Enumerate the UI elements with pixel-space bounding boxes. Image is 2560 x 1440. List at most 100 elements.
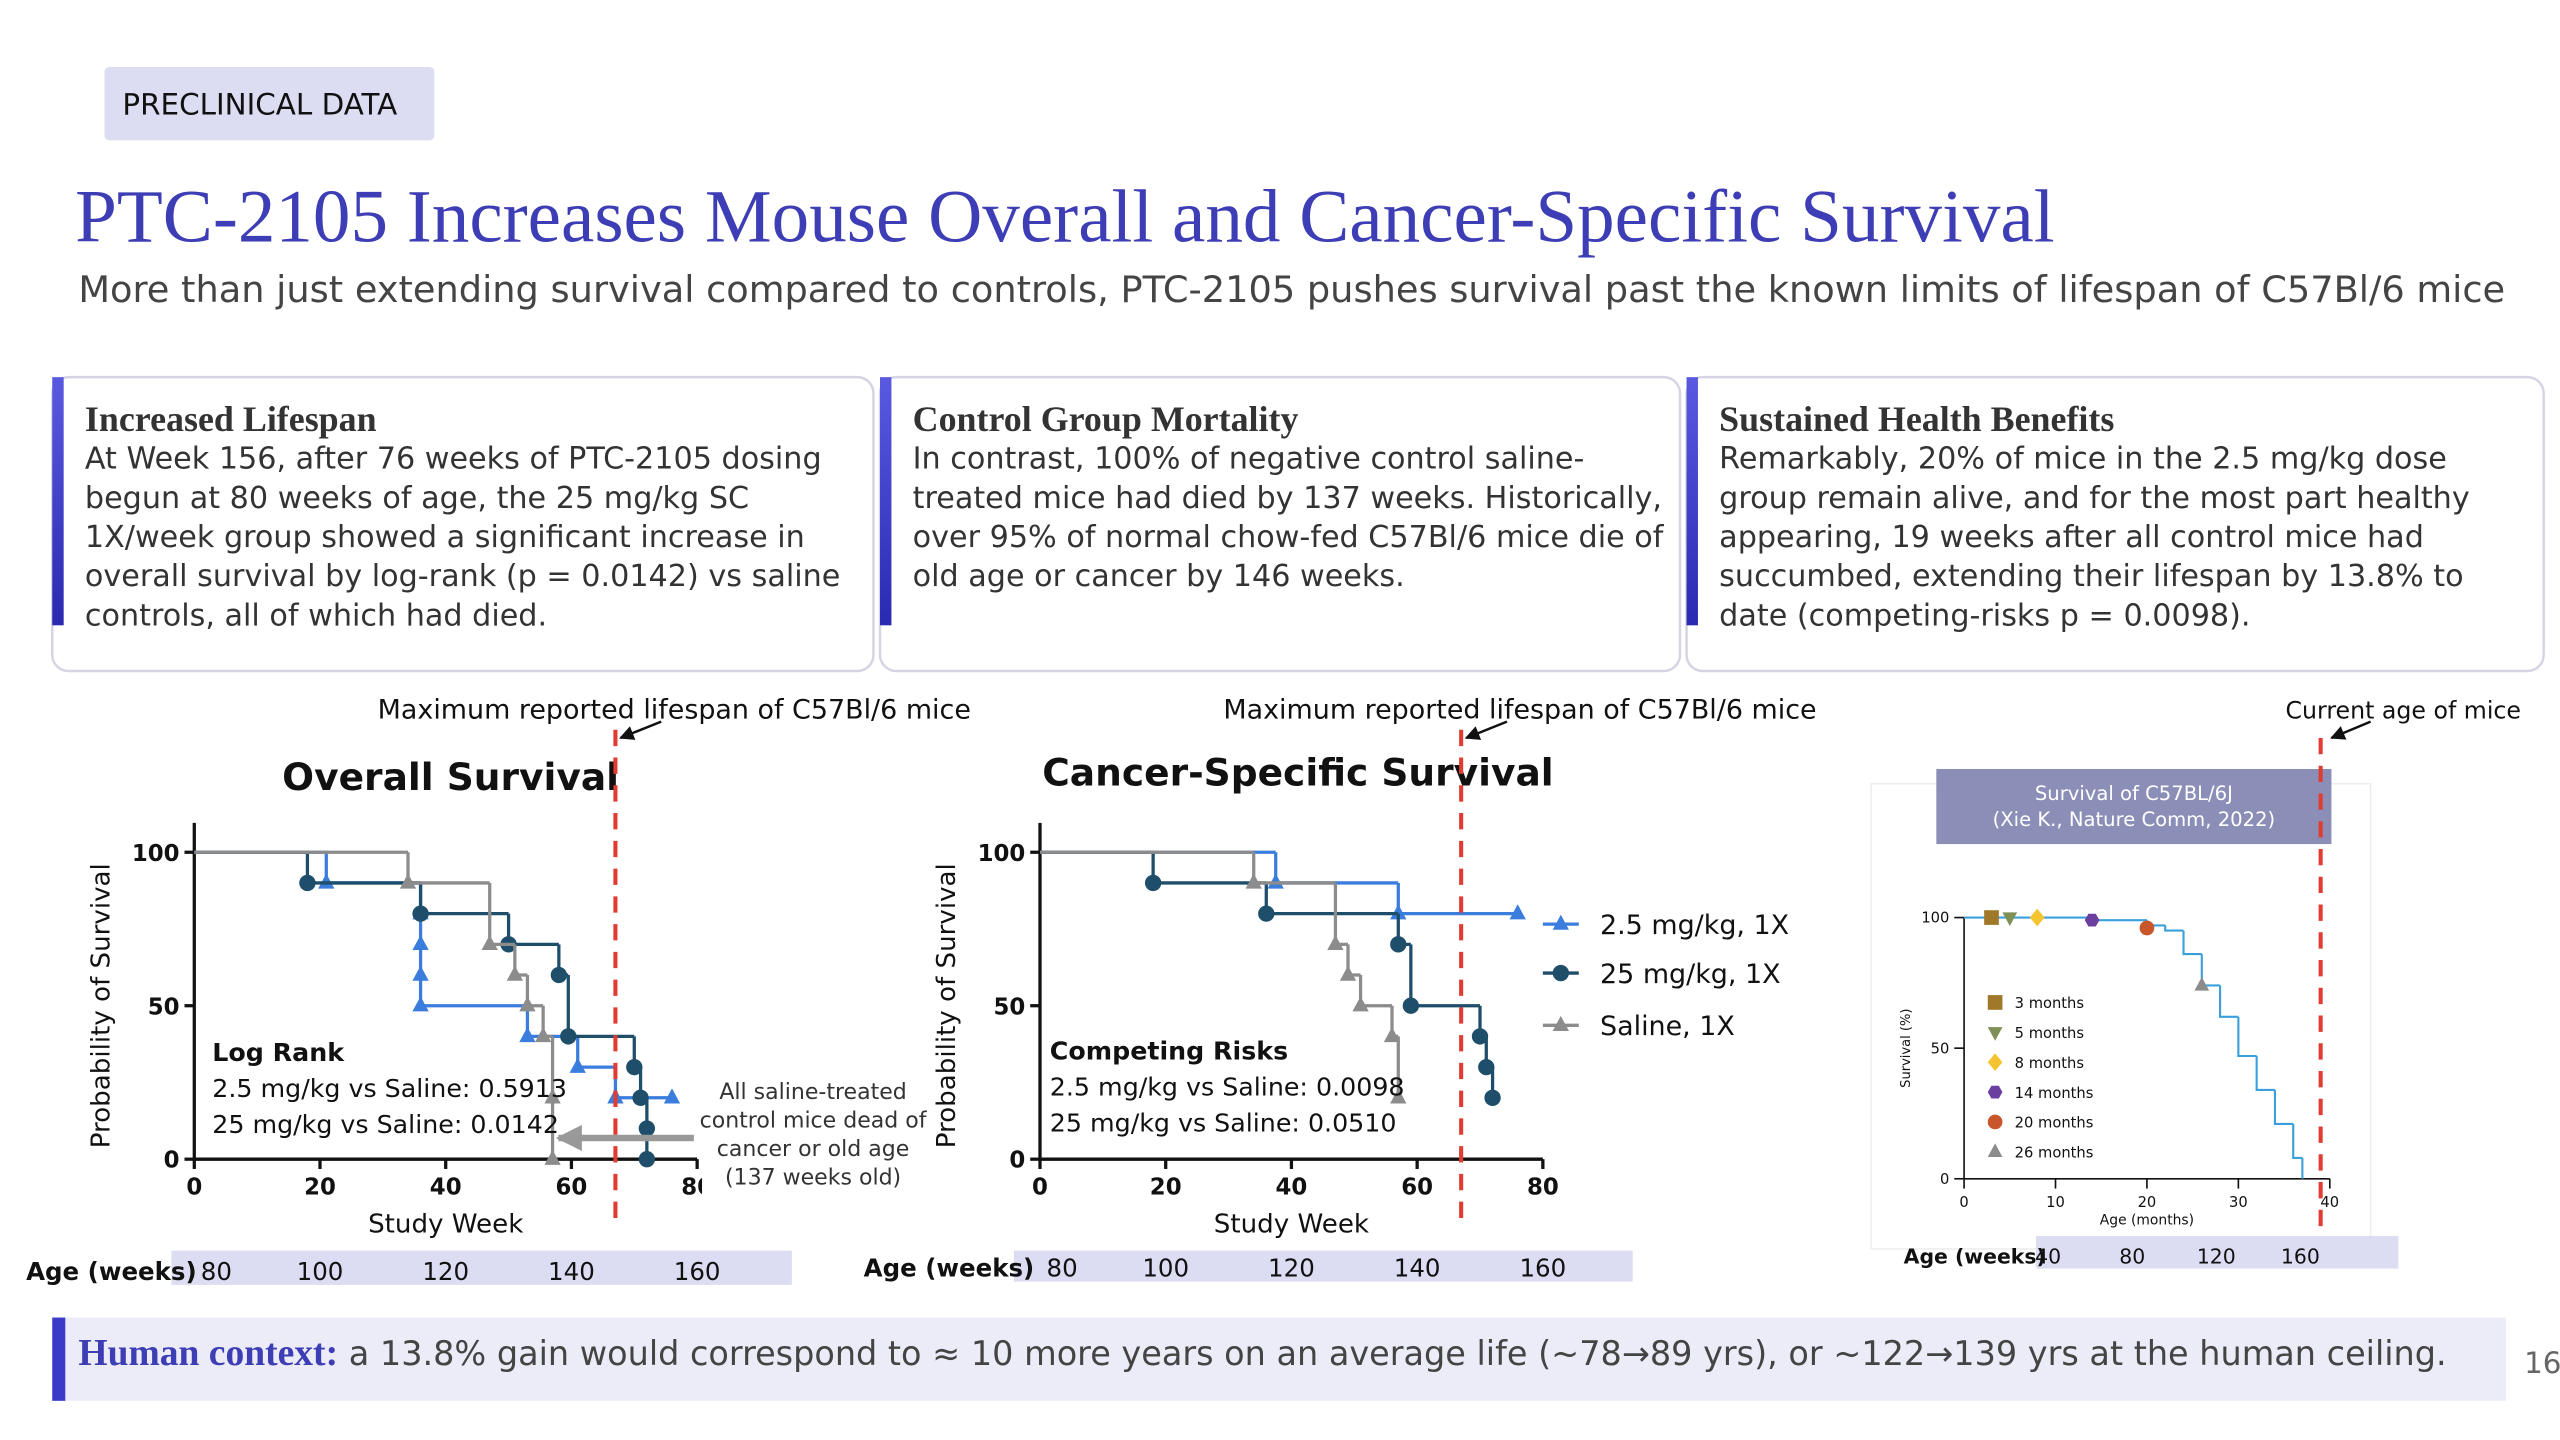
marker: [1987, 1027, 2003, 1041]
marker: [1984, 910, 1999, 925]
survival-step: [1151, 852, 1267, 885]
survival-step: [1409, 944, 1480, 1008]
age-tick-label: 140: [1394, 1254, 1441, 1283]
callout-line: cancer or old age: [717, 1137, 909, 1162]
y-tick-label: 0: [1940, 1171, 1949, 1188]
marker: [1390, 904, 1407, 920]
callout-box: [702, 1064, 925, 1196]
stats-line: 25 mg/kg vs Saline: 0.0142: [212, 1110, 559, 1139]
x-axis-label: Age (months): [2100, 1212, 2194, 1228]
marker: [299, 874, 316, 892]
age-axis-band: [171, 1250, 792, 1285]
legend-label: 2.5 mg/kg, 1X: [1600, 910, 1789, 941]
marker: [412, 996, 429, 1012]
y-tick-label: 100: [132, 841, 180, 867]
page-number: 16: [2524, 1346, 2560, 1380]
age-tick-label: 140: [548, 1257, 595, 1286]
reference-arrow: [1464, 720, 1508, 740]
reference-header: [1936, 768, 2332, 845]
card-title: Increased Lifespan: [84, 398, 377, 440]
age-tick-label: 80: [1047, 1254, 1078, 1283]
marker: [481, 934, 498, 951]
title: PTC-2105 Increases Mouse Overall and Can…: [75, 176, 2055, 259]
callout-line: control mice dead of: [700, 1108, 928, 1133]
marker: [1390, 1088, 1407, 1104]
stats-title: Competing Risks: [1050, 1037, 1288, 1066]
marker: [632, 1089, 649, 1106]
tag-box: [104, 66, 435, 141]
x-tick-label: 0: [1959, 1194, 1968, 1211]
card-title: Sustained Health Benefits: [1719, 398, 2115, 440]
reference-label: Current age of mice: [2286, 696, 2521, 724]
card-body: Control Group Mortality In contrast, 100%…: [913, 398, 1667, 597]
marker: [2084, 913, 2100, 927]
survival-step: [2182, 930, 2202, 956]
age-tick-label: 160: [1519, 1254, 1566, 1283]
card-body: Sustained Health Benefits Remarkably, 20%…: [1719, 398, 2530, 636]
age-tick-label: 160: [2281, 1245, 2320, 1269]
y-tick-label: 50: [148, 994, 180, 1020]
x-tick-label: 0: [1032, 1174, 1048, 1200]
age-tick-label: 100: [1142, 1254, 1189, 1283]
marker: [412, 965, 429, 981]
marker: [2002, 912, 2018, 926]
marker: [1144, 874, 1162, 892]
reference-label: Maximum reported lifespan of C57Bl/6 mic…: [1223, 694, 1816, 725]
x-tick-label: 80: [1527, 1174, 1559, 1200]
marker: [1471, 1028, 1489, 1045]
survival-step: [506, 913, 559, 946]
x-tick-label: 40: [1276, 1174, 1308, 1200]
age-tick-label: 80: [201, 1257, 232, 1286]
reference-arrow: [619, 720, 662, 740]
footer-content: Human context: a 13.8% gain would corres…: [78, 1332, 2446, 1373]
marker: [1383, 1027, 1401, 1043]
y-tick-label: 100: [978, 841, 1026, 867]
chart-title: Overall Survival: [282, 755, 619, 799]
survival-step: [1252, 852, 1336, 885]
marker: [1478, 1058, 1495, 1076]
y-tick-label: 0: [164, 1148, 180, 1174]
survival-step: [418, 882, 509, 916]
stats-title: Log Rank: [212, 1038, 345, 1067]
survival-step: [2237, 1016, 2257, 1058]
marker: [560, 1028, 577, 1045]
survival-step: [2164, 925, 2184, 932]
reference-panel: [1870, 782, 2372, 1250]
survival-step: [2273, 1089, 2294, 1125]
y-tick-label: 50: [1931, 1040, 1950, 1057]
survival-step: [1396, 882, 1518, 916]
age-tick-label: 120: [1268, 1254, 1315, 1283]
survival-step: [2219, 985, 2239, 1018]
survival-step: [1358, 975, 1392, 1008]
callout-line: All saline-treated: [719, 1080, 906, 1105]
age-axis-label: Age (weeks): [1904, 1245, 2046, 1269]
marker: [544, 1088, 561, 1104]
y-tick-label: 50: [994, 994, 1026, 1020]
stats-line: 25 mg/kg vs Saline: 0.0510: [1050, 1108, 1397, 1137]
marker: [2029, 908, 2045, 927]
chart-subtitle: (Xie K., Nature Comm, 2022): [1993, 808, 2276, 831]
marker: [1245, 873, 1262, 889]
age-tick-label: 160: [674, 1257, 721, 1286]
marker: [1509, 904, 1526, 920]
marker: [638, 1151, 656, 1168]
marker: [1552, 1015, 1569, 1032]
x-tick-label: 40: [2320, 1194, 2339, 1211]
legend-label: 8 months: [2015, 1055, 2084, 1072]
marker: [1987, 1143, 2003, 1157]
x-tick-label: 60: [556, 1174, 588, 1200]
age-tick-label: 80: [2119, 1245, 2145, 1269]
x-tick-label: 20: [2138, 1194, 2157, 1211]
age-axis-band: [2035, 1235, 2399, 1269]
survival-step: [2292, 1123, 2303, 1159]
marker: [1390, 936, 1407, 953]
marker: [318, 873, 335, 889]
survival-step: [406, 852, 490, 885]
legend-label: 26 months: [2015, 1145, 2094, 1162]
legend-label: 25 mg/kg, 1X: [1600, 959, 1781, 990]
legend-label: 3 months: [2015, 995, 2084, 1012]
age-tick-label: 40: [2035, 1245, 2061, 1269]
marker: [544, 1149, 561, 1165]
